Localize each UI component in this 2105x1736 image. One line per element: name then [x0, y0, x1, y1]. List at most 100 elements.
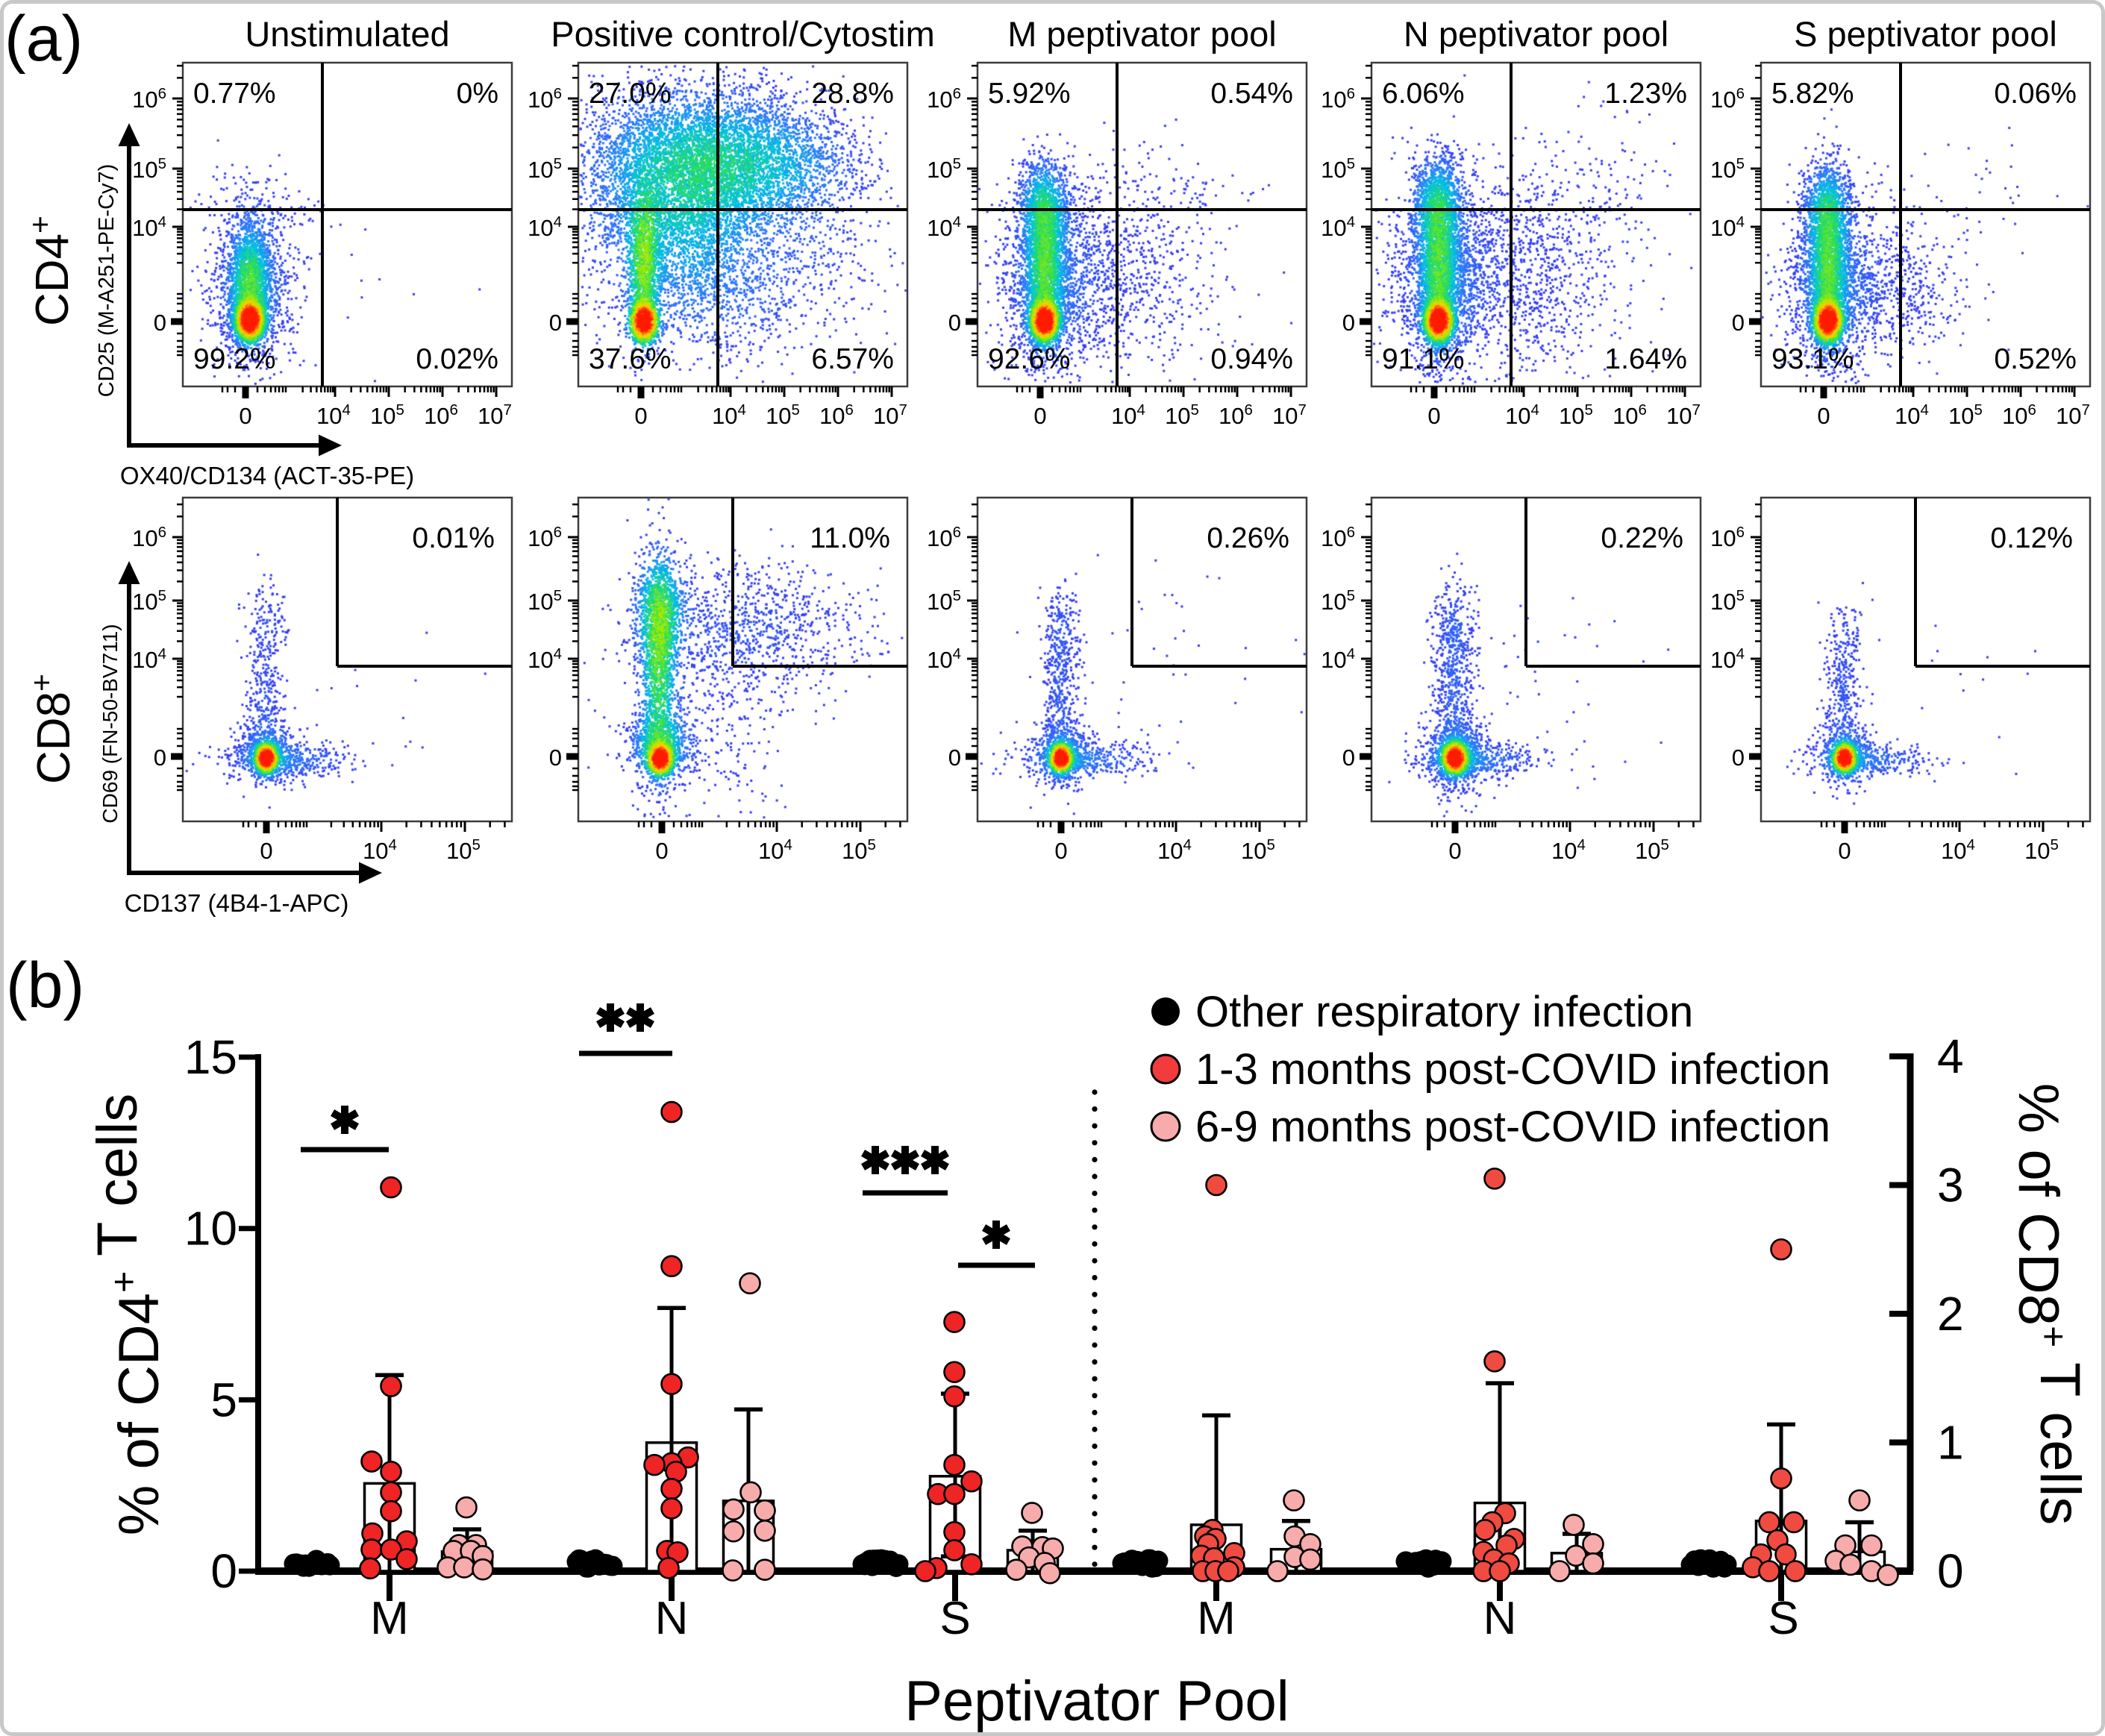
svg-text:S: S — [939, 1593, 970, 1644]
svg-text:105: 105 — [842, 836, 876, 864]
svg-text:CD137 (4B4-1-APC): CD137 (4B4-1-APC) — [125, 889, 349, 917]
svg-text:0: 0 — [1342, 310, 1355, 336]
svg-text:105: 105 — [1635, 836, 1669, 864]
svg-text:105: 105 — [766, 401, 800, 429]
svg-text:6.57%: 6.57% — [811, 343, 894, 375]
svg-text:0: 0 — [1732, 745, 1745, 771]
svg-text:104: 104 — [1157, 836, 1192, 864]
svg-text:0: 0 — [1937, 1544, 1964, 1598]
svg-text:15: 15 — [184, 1030, 237, 1084]
svg-text:104: 104 — [758, 836, 792, 864]
svg-text:5.82%: 5.82% — [1771, 78, 1854, 110]
svg-text:S: S — [1768, 1593, 1798, 1644]
svg-text:1.64%: 1.64% — [1604, 343, 1687, 375]
svg-text:0: 0 — [260, 838, 272, 864]
svg-text:0: 0 — [1817, 403, 1830, 429]
svg-text:104: 104 — [1895, 401, 1929, 429]
svg-text:N: N — [1483, 1593, 1517, 1644]
svg-text:105: 105 — [528, 155, 562, 183]
svg-text:104: 104 — [1321, 645, 1355, 673]
svg-text:0: 0 — [1342, 745, 1355, 771]
svg-text:N peptivator pool: N peptivator pool — [1404, 14, 1668, 54]
svg-text:104: 104 — [132, 645, 166, 673]
svg-text:106: 106 — [528, 524, 562, 551]
svg-text:0.54%: 0.54% — [1210, 78, 1293, 110]
svg-text:11.0%: 11.0% — [810, 522, 890, 554]
svg-text:99.2%: 99.2% — [193, 343, 276, 375]
svg-text:0: 0 — [154, 310, 166, 336]
svg-text:104: 104 — [927, 645, 961, 673]
svg-text:M: M — [370, 1593, 409, 1644]
svg-text:Peptivator Pool: Peptivator Pool — [904, 1670, 1289, 1733]
svg-text:106: 106 — [1710, 85, 1745, 113]
svg-text:0.12%: 0.12% — [1990, 522, 2073, 554]
svg-text:105: 105 — [1165, 401, 1199, 429]
svg-text:0.94%: 0.94% — [1210, 343, 1293, 375]
svg-text:104: 104 — [528, 645, 562, 673]
svg-text:105: 105 — [132, 587, 166, 615]
svg-text:5.92%: 5.92% — [988, 78, 1071, 110]
svg-text:(b): (b) — [6, 950, 84, 1021]
svg-text:0: 0 — [549, 310, 562, 336]
svg-text:106: 106 — [1321, 524, 1355, 551]
svg-text:107: 107 — [1666, 401, 1701, 429]
svg-text:(a): (a) — [4, 3, 83, 75]
svg-text:105: 105 — [1948, 401, 1983, 429]
svg-text:105: 105 — [1241, 836, 1275, 864]
svg-text:0%: 0% — [457, 78, 498, 110]
svg-text:6.06%: 6.06% — [1382, 78, 1465, 110]
svg-text:93.1%: 93.1% — [1771, 343, 1854, 375]
svg-text:0.26%: 0.26% — [1207, 522, 1289, 554]
svg-text:0.52%: 0.52% — [1994, 343, 2077, 375]
svg-text:107: 107 — [478, 401, 512, 429]
svg-text:106: 106 — [1321, 85, 1355, 113]
svg-text:106: 106 — [927, 524, 961, 551]
svg-text:0.02%: 0.02% — [416, 343, 498, 375]
svg-text:% of CD8+ T cells: % of CD8+ T cells — [2007, 1083, 2092, 1525]
svg-text:104: 104 — [712, 401, 746, 429]
svg-text:104: 104 — [132, 213, 166, 241]
svg-text:92.6%: 92.6% — [988, 343, 1071, 375]
svg-text:106: 106 — [1613, 401, 1647, 429]
svg-text:27.0%: 27.0% — [589, 78, 672, 110]
svg-text:CD4+: CD4+ — [22, 216, 78, 326]
svg-text:0: 0 — [1033, 403, 1046, 429]
svg-text:OX40/CD134 (ACT-35-PE): OX40/CD134 (ACT-35-PE) — [120, 462, 414, 489]
svg-text:0: 0 — [948, 745, 961, 771]
svg-text:104: 104 — [1941, 836, 1975, 864]
svg-text:S peptivator pool: S peptivator pool — [1794, 14, 2057, 54]
svg-text:104: 104 — [363, 836, 397, 864]
svg-text:106: 106 — [1219, 401, 1253, 429]
svg-text:0.06%: 0.06% — [1994, 78, 2077, 110]
svg-text:% of CD4+ T cells: % of CD4+ T cells — [86, 1094, 171, 1535]
svg-text:6-9 months post-COVID infectio: 6-9 months post-COVID infection — [1195, 1103, 1830, 1151]
svg-text:107: 107 — [2056, 401, 2090, 429]
svg-text:0.22%: 0.22% — [1601, 522, 1683, 554]
svg-text:0.77%: 0.77% — [193, 78, 276, 110]
svg-text:0: 0 — [1838, 838, 1851, 864]
svg-text:3: 3 — [1937, 1159, 1964, 1212]
svg-text:106: 106 — [1710, 524, 1745, 551]
svg-text:106: 106 — [927, 85, 961, 113]
svg-text:106: 106 — [424, 401, 458, 429]
svg-text:1: 1 — [1937, 1416, 1964, 1470]
svg-text:CD69 (FN-50-BV711): CD69 (FN-50-BV711) — [98, 624, 122, 823]
svg-text:5: 5 — [210, 1373, 237, 1426]
svg-text:1-3 months post-COVID infectio: 1-3 months post-COVID infection — [1195, 1045, 1830, 1094]
svg-text:0.01%: 0.01% — [412, 522, 495, 554]
svg-text:0: 0 — [1448, 838, 1461, 864]
svg-text:0: 0 — [1732, 310, 1745, 336]
svg-text:105: 105 — [370, 401, 404, 429]
svg-text:CD25 (M-A251-PE-Cy7): CD25 (M-A251-PE-Cy7) — [95, 164, 119, 398]
svg-text:0: 0 — [210, 1544, 237, 1598]
svg-text:106: 106 — [819, 401, 854, 429]
svg-text:106: 106 — [132, 524, 166, 551]
svg-text:0: 0 — [549, 745, 562, 771]
svg-text:105: 105 — [528, 587, 562, 615]
svg-text:105: 105 — [1321, 587, 1355, 615]
svg-text:28.8%: 28.8% — [811, 78, 894, 110]
svg-text:2: 2 — [1937, 1287, 1964, 1341]
svg-text:10: 10 — [184, 1202, 237, 1256]
svg-text:Other respiratory infection: Other respiratory infection — [1195, 988, 1693, 1036]
svg-text:105: 105 — [1321, 155, 1355, 183]
